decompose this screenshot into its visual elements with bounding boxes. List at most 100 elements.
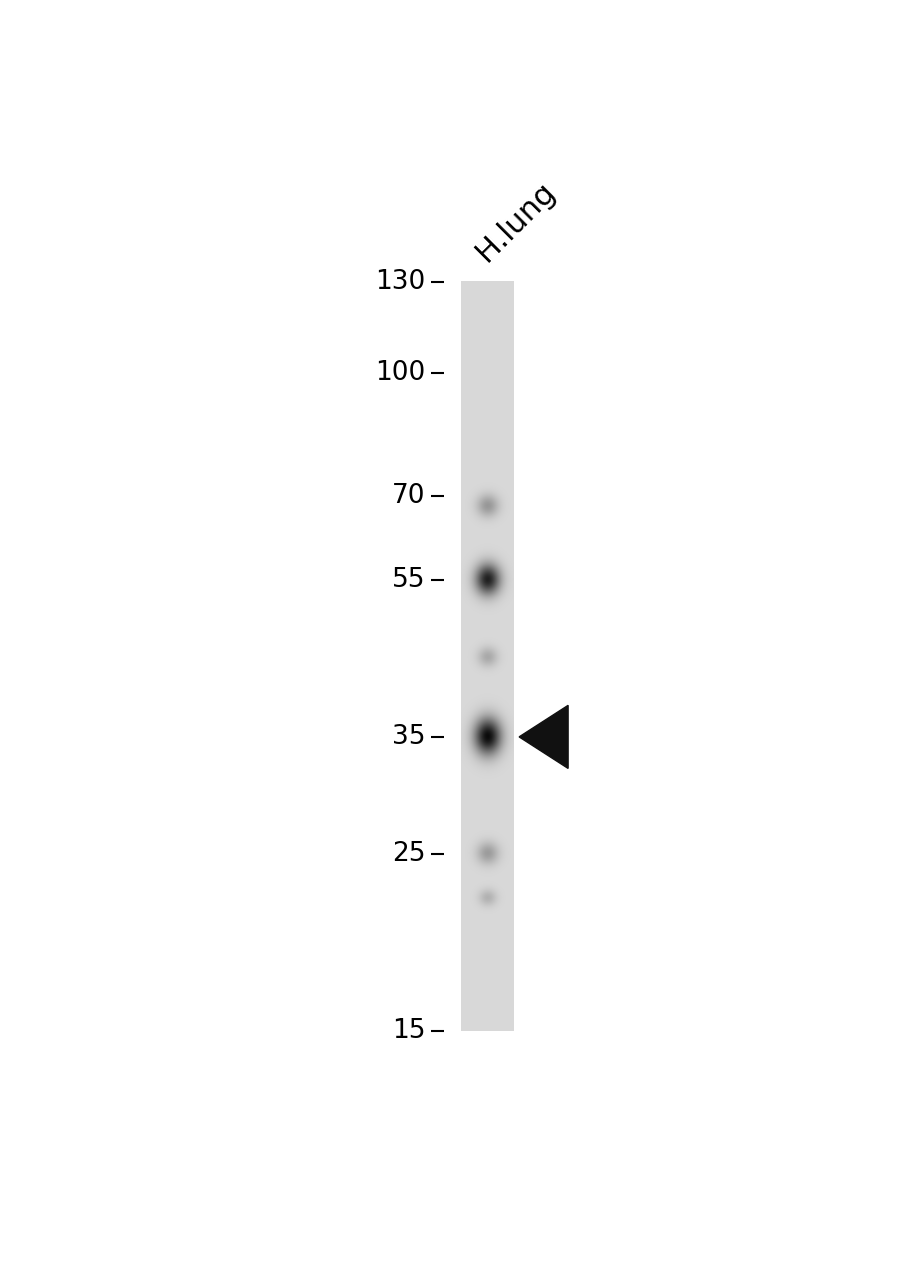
Bar — [461, 896, 513, 904]
Bar — [461, 776, 513, 783]
Text: 25: 25 — [391, 841, 425, 867]
Polygon shape — [519, 705, 567, 768]
Bar — [461, 641, 513, 649]
Bar — [461, 1023, 513, 1030]
Bar — [461, 484, 513, 492]
Bar — [461, 468, 513, 476]
Text: 15: 15 — [391, 1018, 425, 1043]
Bar — [461, 746, 513, 754]
Bar — [461, 820, 513, 828]
Bar — [461, 933, 513, 941]
Bar — [461, 618, 513, 626]
Bar — [461, 447, 513, 454]
Bar — [461, 671, 513, 678]
Bar — [461, 349, 513, 357]
Text: 35: 35 — [391, 724, 425, 750]
Bar — [461, 387, 513, 394]
Bar — [461, 581, 513, 589]
Bar — [461, 657, 513, 664]
Bar — [461, 492, 513, 499]
Bar — [461, 476, 513, 484]
Bar — [461, 634, 513, 641]
Bar — [461, 319, 513, 326]
Bar — [461, 559, 513, 566]
Bar — [461, 828, 513, 836]
Bar — [461, 701, 513, 709]
Bar — [461, 888, 513, 896]
Bar — [461, 312, 513, 319]
Bar — [461, 364, 513, 371]
Bar — [461, 709, 513, 717]
Bar — [461, 424, 513, 431]
Bar — [461, 371, 513, 379]
Bar — [461, 664, 513, 671]
Bar — [461, 859, 513, 867]
Bar — [461, 326, 513, 334]
Bar — [461, 919, 513, 925]
Bar — [461, 678, 513, 686]
Bar — [461, 297, 513, 305]
Bar — [461, 462, 513, 468]
Bar — [461, 768, 513, 776]
Text: H.lung: H.lung — [470, 177, 560, 268]
Bar — [461, 844, 513, 851]
Bar — [461, 731, 513, 739]
Bar — [461, 596, 513, 604]
Bar — [461, 1009, 513, 1016]
Bar — [461, 791, 513, 799]
Bar — [461, 454, 513, 462]
Bar — [461, 723, 513, 731]
Bar — [461, 536, 513, 544]
Bar — [461, 867, 513, 873]
Text: 55: 55 — [391, 567, 425, 593]
Bar — [461, 941, 513, 948]
Bar — [461, 814, 513, 820]
Bar — [461, 694, 513, 701]
Bar — [461, 566, 513, 573]
Bar — [461, 799, 513, 806]
Bar — [461, 507, 513, 515]
Bar — [461, 836, 513, 844]
Bar — [461, 970, 513, 978]
Bar — [461, 552, 513, 559]
Bar — [461, 911, 513, 919]
Bar — [461, 925, 513, 933]
Bar — [461, 626, 513, 634]
Bar — [461, 515, 513, 521]
Bar — [461, 410, 513, 416]
Bar — [461, 589, 513, 596]
Bar — [461, 544, 513, 552]
Bar — [461, 416, 513, 424]
Bar — [461, 754, 513, 762]
Text: 70: 70 — [391, 484, 425, 509]
Bar — [461, 1016, 513, 1023]
Bar — [461, 649, 513, 657]
Bar — [461, 394, 513, 402]
Bar — [461, 978, 513, 986]
Bar — [461, 1001, 513, 1009]
Bar — [461, 686, 513, 694]
Bar — [461, 431, 513, 439]
Bar — [461, 282, 513, 289]
Bar — [461, 334, 513, 342]
Bar — [461, 964, 513, 970]
Bar — [461, 783, 513, 791]
Bar — [461, 604, 513, 612]
Bar — [461, 289, 513, 297]
Bar — [461, 806, 513, 814]
Bar — [461, 881, 513, 888]
Bar — [461, 986, 513, 993]
Bar — [461, 717, 513, 723]
Bar — [461, 739, 513, 746]
Bar — [461, 851, 513, 859]
Bar — [461, 342, 513, 349]
Bar — [461, 612, 513, 618]
Text: 100: 100 — [375, 360, 425, 385]
Bar — [461, 379, 513, 387]
Bar — [461, 529, 513, 536]
Bar — [461, 357, 513, 364]
Bar — [461, 762, 513, 768]
Bar — [461, 521, 513, 529]
Bar — [461, 948, 513, 956]
Bar — [461, 402, 513, 410]
